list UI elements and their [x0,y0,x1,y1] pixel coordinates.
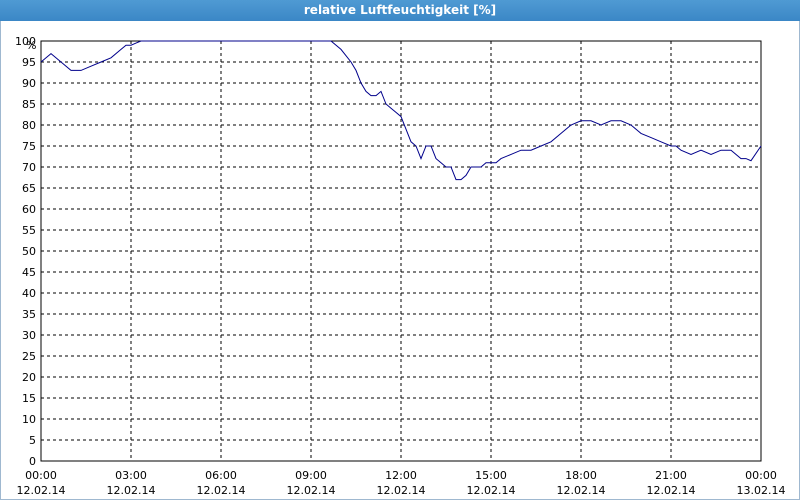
y-tick-label: 65 [22,182,36,195]
x-tick-time-label: 03:00 [115,469,147,482]
humidity-series-line [40,40,762,181]
x-tick-time-label: 15:00 [475,469,507,482]
y-tick-label: 5 [29,434,36,447]
y-tick-label: 90 [22,77,36,90]
y-tick-label: 40 [22,287,36,300]
y-tick-label: 60 [22,203,36,216]
y-axis-ticks: 0 5 10 15 20 25 30 35 40 45 50 55 60 65 70 75 80 85 90 95 10… [15,35,36,468]
x-tick-date-label: 12.02.14 [467,484,516,497]
y-axis-unit-label: % [26,39,36,52]
y-tick-label: 10 [22,413,36,426]
y-tick-label: 35 [22,308,36,321]
y-tick-label: 25 [22,350,36,363]
y-tick-label: 20 [22,371,36,384]
x-tick-time-label: 09:00 [295,469,327,482]
x-axis-ticks: 00:00 12.02.14 03:00 12.02.14 06:00 12.02.14 0… [17,469,786,497]
chart-title: relative Luftfeuchtigkeit [%] [0,0,800,21]
x-tick-time-label: 18:00 [565,469,597,482]
y-tick-label: 50 [22,245,36,258]
x-tick-date-label: 12.02.14 [287,484,336,497]
y-tick-label: 85 [22,98,36,111]
grid-lines [41,41,761,461]
y-tick-label: 70 [22,161,36,174]
y-tick-label: 100 [15,35,36,48]
x-tick-date-label: 12.02.14 [197,484,246,497]
x-tick-date-label: 13.02.14 [737,484,786,497]
x-tick-date-label: 12.02.14 [107,484,156,497]
x-tick-date-label: 12.02.14 [377,484,426,497]
x-tick-time-label: 06:00 [205,469,237,482]
x-tick-date-label: 12.02.14 [557,484,606,497]
y-tick-label: 80 [22,119,36,132]
x-tick-time-label: 21:00 [655,469,687,482]
plot-border [40,40,762,462]
x-tick-time-label: 00:00 [25,469,57,482]
x-tick-date-label: 12.02.14 [647,484,696,497]
y-tick-label: 75 [22,140,36,153]
x-tick-time-label: 00:00 [745,469,777,482]
x-tick-time-label: 12:00 [385,469,417,482]
y-tick-label: 95 [22,56,36,69]
y-tick-label: 15 [22,392,36,405]
x-tick-date-label: 12.02.14 [17,484,66,497]
y-tick-label: 45 [22,266,36,279]
y-tick-label: 55 [22,224,36,237]
y-tick-label: 30 [22,329,36,342]
y-tick-label: 0 [29,455,36,468]
